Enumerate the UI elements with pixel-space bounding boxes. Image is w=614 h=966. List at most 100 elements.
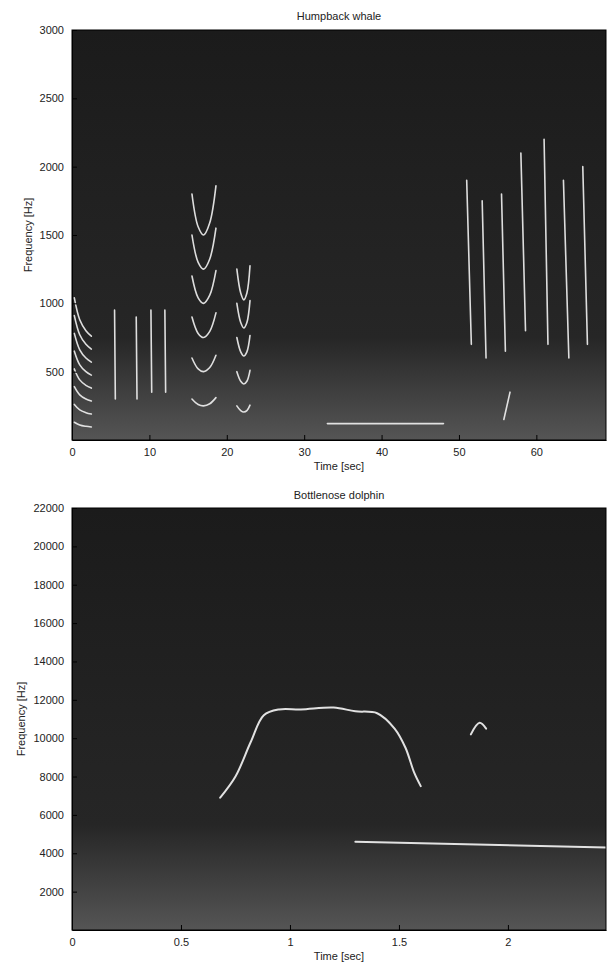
x-tick-mark bbox=[227, 435, 228, 440]
x-tick: 10 bbox=[144, 435, 156, 458]
contour bbox=[471, 723, 486, 735]
y-tick-label: 2500 bbox=[40, 92, 64, 104]
x-tick-label: 20 bbox=[221, 446, 233, 458]
plot-background bbox=[72, 508, 606, 930]
y-axis: 500 1000 1500 2000 2500 3000 bbox=[40, 24, 77, 440]
marks bbox=[220, 707, 606, 847]
x-tick: 0.5 bbox=[174, 925, 189, 948]
chart-title: Humpback whale bbox=[297, 10, 381, 22]
y-tick-mark bbox=[72, 167, 77, 168]
contour bbox=[355, 842, 606, 848]
y-tick: 10000 bbox=[33, 732, 77, 744]
contour bbox=[237, 370, 250, 384]
y-tick: 3000 bbox=[40, 24, 77, 36]
x-tick: 1.5 bbox=[392, 925, 407, 948]
contour bbox=[237, 266, 250, 300]
y-tick-mark bbox=[72, 235, 77, 236]
y-tick: 4000 bbox=[40, 847, 77, 859]
contour bbox=[74, 404, 91, 414]
x-axis-line bbox=[73, 440, 607, 441]
x-tick-label: 1.5 bbox=[392, 936, 407, 948]
y-tick-label: 2000 bbox=[40, 161, 64, 173]
y-tick-mark bbox=[72, 777, 77, 778]
marks bbox=[74, 139, 587, 427]
y-tick-label: 1000 bbox=[40, 297, 64, 309]
contour bbox=[327, 423, 443, 425]
x-tick-label: 40 bbox=[376, 446, 388, 458]
contour bbox=[563, 180, 568, 358]
contour bbox=[192, 313, 216, 338]
y-tick-mark bbox=[72, 738, 77, 739]
y-tick: 8000 bbox=[40, 771, 77, 783]
x-axis-title: Time [sec] bbox=[314, 460, 364, 472]
contour bbox=[192, 186, 216, 235]
y-tick: 500 bbox=[46, 366, 77, 378]
contour bbox=[237, 405, 250, 412]
y-tick-mark bbox=[72, 303, 77, 304]
y-tick-mark bbox=[72, 892, 77, 893]
contour bbox=[150, 310, 152, 392]
y-tick-label: 3000 bbox=[40, 24, 64, 36]
contour bbox=[192, 398, 216, 406]
y-tick: 1500 bbox=[40, 229, 77, 241]
x-axis-title: Time [sec] bbox=[314, 950, 364, 962]
y-tick-label: 500 bbox=[46, 366, 64, 378]
contour bbox=[135, 317, 137, 399]
panel: 010203040506050010001500200025003000Hump… bbox=[22, 10, 607, 472]
x-tick-label: 10 bbox=[144, 446, 156, 458]
panel: 00.511.522000400060008000100001200014000… bbox=[15, 489, 606, 962]
x-tick: 60 bbox=[531, 435, 543, 458]
x-tick: 30 bbox=[299, 435, 311, 458]
plot-frame bbox=[72, 30, 606, 440]
contour bbox=[504, 392, 510, 419]
x-tick-label: 0 bbox=[69, 936, 75, 948]
contour bbox=[467, 180, 472, 344]
contour bbox=[74, 422, 91, 427]
y-tick-label: 18000 bbox=[33, 579, 64, 591]
y-tick-label: 4000 bbox=[40, 847, 64, 859]
x-tick-label: 1 bbox=[287, 936, 293, 948]
y-tick: 12000 bbox=[33, 694, 77, 706]
contour bbox=[544, 139, 548, 344]
x-tick-mark bbox=[508, 925, 509, 930]
y-tick: 22000 bbox=[33, 502, 77, 514]
y-tick-label: 6000 bbox=[40, 809, 64, 821]
y-axis-title: Frequency [Hz] bbox=[15, 682, 27, 757]
contour bbox=[114, 310, 116, 399]
y-tick-mark bbox=[72, 623, 77, 624]
x-tick-mark bbox=[382, 435, 383, 440]
contour bbox=[237, 301, 250, 328]
x-tick-mark bbox=[399, 925, 400, 930]
y-tick-mark bbox=[72, 853, 77, 854]
x-tick: 2 bbox=[505, 925, 511, 948]
x-tick-label: 50 bbox=[453, 446, 465, 458]
x-tick-mark bbox=[181, 925, 182, 930]
contour bbox=[164, 310, 166, 392]
contour bbox=[521, 153, 526, 331]
x-axis: 0102030405060 bbox=[69, 435, 606, 458]
y-tick: 6000 bbox=[40, 809, 77, 821]
y-tick-mark bbox=[72, 700, 77, 701]
y-tick-mark bbox=[72, 815, 77, 816]
figure: 0 10 20 30 40 50 60 500 1000 1500 2000 2500 3000 Hump… bbox=[0, 0, 614, 966]
x-axis-line bbox=[73, 930, 607, 931]
y-tick: 2000 bbox=[40, 161, 77, 173]
y-tick-mark bbox=[72, 546, 77, 547]
y-tick-mark bbox=[72, 508, 77, 509]
y-tick-label: 20000 bbox=[33, 540, 64, 552]
y-tick-label: 8000 bbox=[40, 771, 64, 783]
y-tick-label: 1500 bbox=[40, 229, 64, 241]
y-axis-line bbox=[72, 509, 73, 931]
y-tick-label: 10000 bbox=[33, 732, 64, 744]
x-axis: 0 0.5 1 1.5 2 bbox=[69, 925, 606, 948]
x-tick-label: 2 bbox=[505, 936, 511, 948]
contour bbox=[192, 271, 216, 304]
x-tick-mark bbox=[290, 925, 291, 930]
y-tick: 16000 bbox=[33, 617, 77, 629]
contour bbox=[583, 167, 588, 345]
y-tick-mark bbox=[72, 372, 77, 373]
contour bbox=[74, 316, 91, 349]
contour bbox=[237, 335, 250, 356]
y-tick-mark bbox=[72, 98, 77, 99]
y-tick-label: 22000 bbox=[33, 502, 64, 514]
